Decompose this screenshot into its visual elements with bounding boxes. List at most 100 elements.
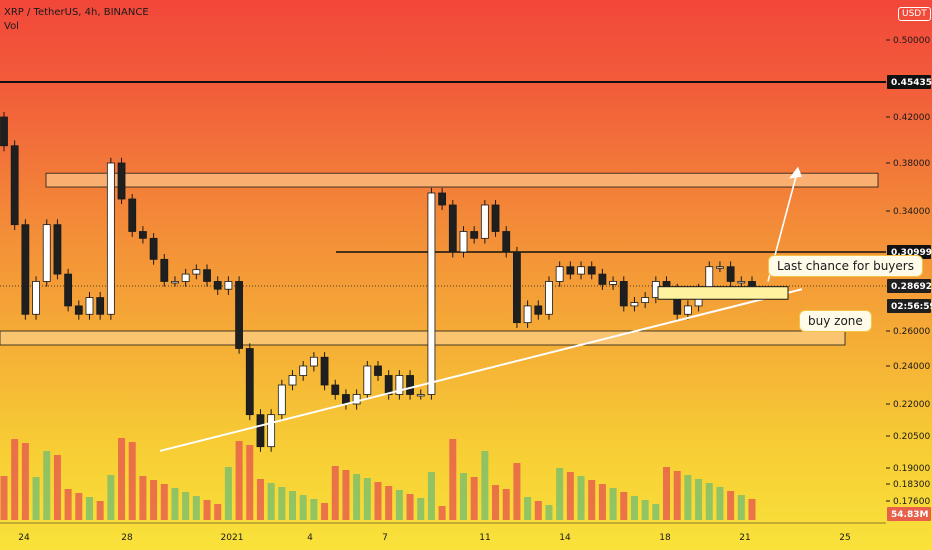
drawings-layer [159,166,803,452]
x-tick-label: 4 [307,533,313,543]
candle-body [160,258,169,282]
symbol-title: XRP / TetherUS, 4h, BINANCE [4,7,149,18]
volume-bar [353,474,361,520]
candle-body [459,231,468,253]
price-tag-label: 0.30999 [891,248,932,258]
candle-body [491,204,500,232]
candle-body [395,375,404,395]
candle-body [555,266,564,282]
candle-body [748,281,756,287]
candle-body [363,365,372,395]
volume-bar [289,491,297,520]
candle-body [42,224,51,282]
candle-body [737,281,746,284]
volume-indicator-label[interactable]: Vol [4,21,19,32]
last-chance-callout: Last chance for buyers [768,255,923,277]
candle-body [74,305,83,315]
time-axis: 24 28 2021 4 7 11 14 18 21 25 [0,522,886,543]
candle-body [406,375,414,395]
volume-bar [641,500,649,520]
candle-body [106,162,115,315]
candle-body [171,281,179,284]
y-tick-label: 0.20500 [893,432,930,442]
volume-bar [663,467,671,520]
volume-bar [417,498,425,520]
volume-bar [566,472,574,520]
x-tick-label: 14 [559,533,571,543]
x-tick-label: 24 [18,533,30,543]
volume-bar [502,489,510,520]
price-tag-box [887,299,931,313]
volume-bar [171,488,179,520]
y-tick-label: 0.50000 [893,36,930,46]
price-axis: 0.50000 0.42000 0.38000 0.34000 0.26000 0.240… [886,36,932,521]
volume-bar [673,471,681,520]
target-arrowhead [789,166,802,179]
y-tick-label: 0.38000 [893,159,930,169]
volume-bar [139,476,147,520]
volume-bar [513,463,521,520]
resistance-zone [45,172,879,188]
candle-body [331,384,340,395]
volume-bar [32,477,40,520]
candle-body [716,266,724,269]
candle-body [470,231,479,239]
candle-body [480,204,489,239]
candle-body [32,281,40,315]
candle-body [85,297,94,315]
candle-body [352,394,361,405]
y-tick-label: 0.26000 [893,327,930,337]
volume-bar [556,468,564,520]
candle-body [277,384,286,416]
volume-bar [192,496,200,520]
price-tag-label: 02:56:59 [891,302,932,312]
x-tick-label: 25 [839,533,850,543]
candle-body [416,394,425,397]
volume-bar [107,475,115,520]
volume-bar [75,493,83,520]
y-tick-label: 0.34000 [893,207,930,217]
volume-bar [310,499,318,520]
candle-body [619,281,628,307]
volume-bar [684,475,692,520]
ascending-trendline [159,288,803,452]
candle-body [523,305,532,324]
volume-bar [449,439,457,520]
volume-bar [385,486,393,520]
volume-bar [459,473,467,520]
volume-bar [630,496,638,520]
candle-body [683,305,692,315]
volume-bar [321,503,329,520]
price-tag-box [887,279,931,293]
candle-body [630,302,639,307]
entry-box [657,286,789,300]
candle-body [192,269,201,275]
candle-body [235,281,243,349]
volume-bar [299,495,307,520]
volume-bar [598,484,606,520]
price-tag-box [887,507,931,521]
candle-body [299,365,308,376]
candle-body [181,273,190,282]
volume-bar [85,497,93,520]
support-zone [0,330,846,346]
y-tick-label: 0.19000 [893,464,930,474]
candle-body [213,281,222,290]
candle-body [64,273,73,307]
price-tag-label: 54.83M [891,510,928,520]
volume-bar [267,483,275,520]
x-tick-label: 28 [121,533,133,543]
volume-bar [246,445,254,520]
volume-bar [438,506,446,520]
candle-body [203,269,211,282]
currency-button[interactable]: USDT [898,7,931,21]
candle-body [117,162,126,200]
candle-body [320,356,329,386]
x-tick-label: 18 [659,533,671,543]
volume-bar [21,443,29,520]
candle-body [609,281,617,285]
volume-bar [64,489,72,520]
volume-bar [727,491,735,520]
candle-body [566,266,575,275]
